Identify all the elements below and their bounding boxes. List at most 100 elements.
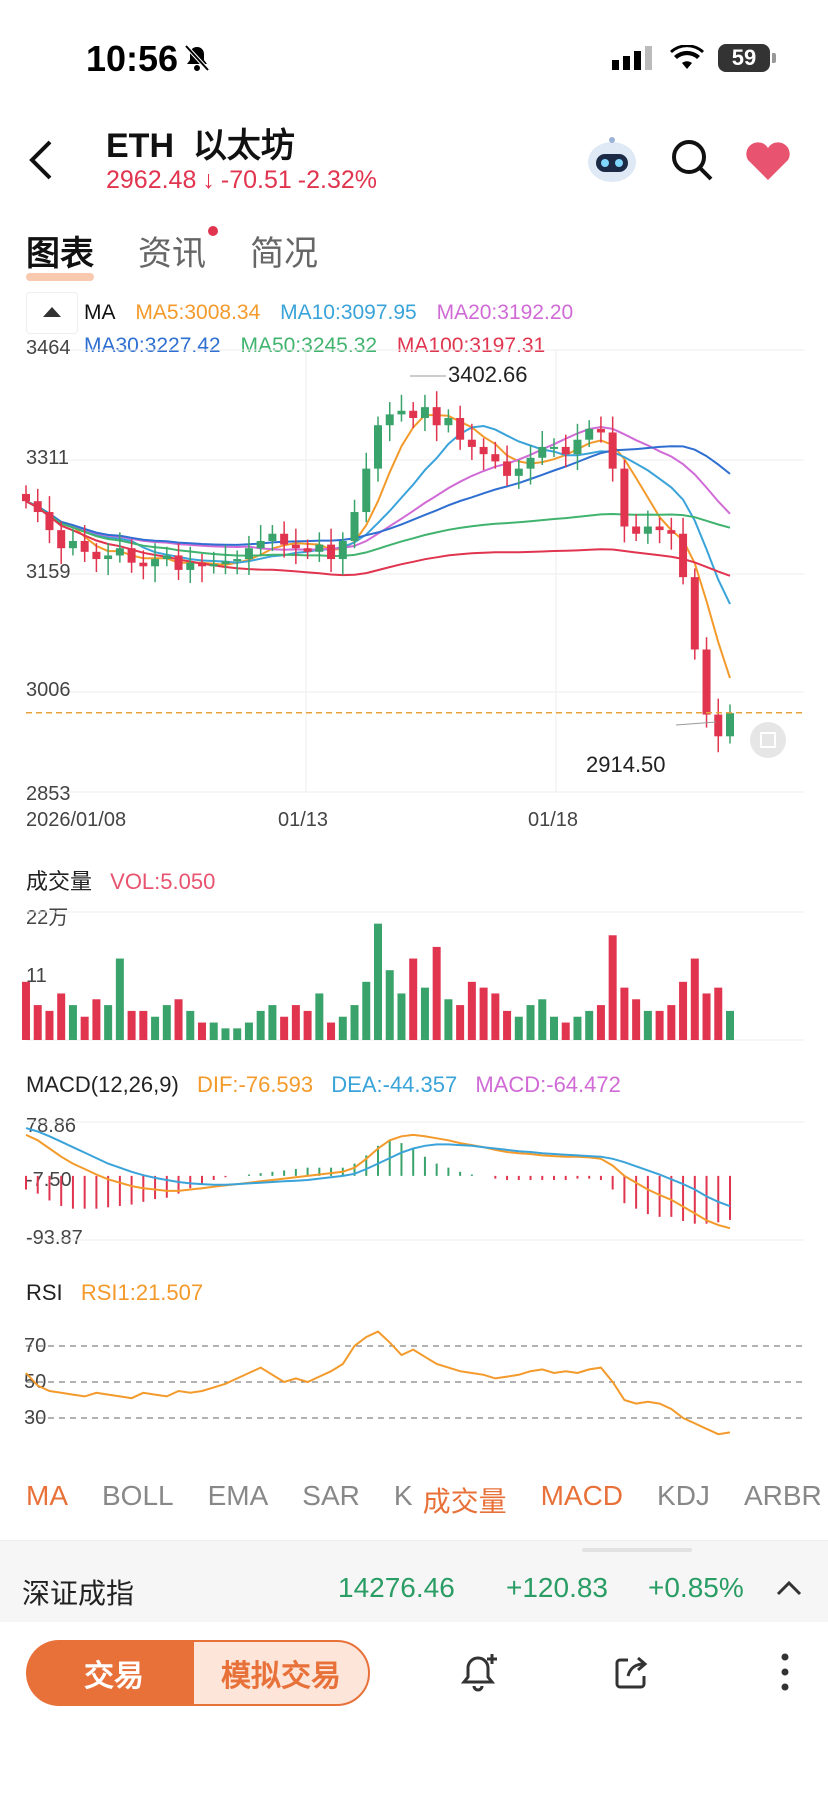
ma50-line — [25, 500, 731, 558]
candle-body — [726, 713, 734, 737]
index-ticker-bar[interactable] — [0, 1540, 828, 1637]
indicator-tab-macd[interactable]: MACD — [540, 1480, 624, 1511]
candle-body — [503, 461, 512, 476]
battery-icon: 59 — [718, 44, 776, 72]
volume-bar — [514, 1016, 523, 1040]
macd-y-bottom: -93.87 — [26, 1227, 83, 1249]
volume-y-top: 22万 — [26, 907, 68, 929]
volume-bar — [57, 993, 66, 1040]
candle-body — [467, 439, 476, 447]
fullscreen-button[interactable] — [750, 722, 786, 758]
rsi-level-30: 30 — [24, 1407, 46, 1429]
candle-body — [57, 530, 66, 549]
volume-bar — [127, 1010, 136, 1040]
volume-bar — [432, 946, 441, 1040]
candle-body — [702, 649, 711, 715]
volume-bar — [221, 1028, 230, 1040]
candle-body — [338, 540, 347, 560]
collapse-legend-button[interactable] — [26, 292, 78, 334]
back-icon[interactable] — [26, 138, 54, 187]
volume-bar — [338, 1016, 347, 1040]
volume-header: 成交量 VOL:5.050 — [26, 864, 215, 896]
candle-body — [432, 407, 441, 426]
volume-bar — [174, 999, 183, 1040]
candle-body — [186, 562, 195, 570]
volume-bar — [104, 1005, 113, 1040]
indicator-tab-kdj[interactable]: KDJ — [657, 1480, 710, 1511]
indicator-tab-sar[interactable]: SAR — [302, 1480, 360, 1511]
simulated-trade-button[interactable]: 模拟交易 — [192, 1640, 370, 1706]
volume-chart[interactable]: 22万 11 — [0, 900, 828, 1050]
macd-dif: DIF:-76.593 — [196, 1072, 314, 1097]
volume-bar — [374, 923, 382, 1040]
candle-body — [151, 559, 160, 567]
candle-body — [643, 526, 652, 534]
indicator-tab-k[interactable]: K — [393, 1480, 413, 1511]
indicator-tab-ema[interactable]: EMA — [207, 1480, 269, 1511]
macd-y-top: 78.86 — [26, 1115, 76, 1137]
chevron-up-icon[interactable] — [774, 1578, 804, 1603]
candle-body — [221, 561, 230, 565]
candle-body — [22, 493, 30, 502]
volume-title: 成交量 — [26, 869, 93, 894]
candle-body — [561, 446, 570, 455]
ma-legend: MA MA5:3008.34 MA10:3097.95 MA20:3192.20… — [84, 296, 587, 362]
ma-legend-title: MA — [84, 301, 116, 324]
index-value: 14276.46 — [338, 1572, 455, 1603]
candle-body — [620, 468, 629, 527]
trade-button[interactable]: 交易 — [26, 1640, 202, 1706]
volume-bar — [585, 1010, 594, 1040]
candle-body — [690, 577, 699, 650]
volume-bar — [655, 1010, 664, 1040]
volume-bar — [303, 1010, 312, 1040]
candle-body — [45, 512, 54, 531]
candle-body — [632, 526, 641, 534]
volume-bar — [139, 1010, 148, 1040]
low-price-label: 2914.50 — [586, 752, 666, 777]
volume-bar — [80, 1016, 89, 1040]
tab-chart[interactable]: 图表 — [26, 226, 94, 281]
macd-dif-line — [25, 1133, 731, 1230]
drag-handle[interactable] — [582, 1548, 692, 1552]
candle-body — [420, 407, 429, 418]
candle-body — [174, 555, 183, 570]
macd-title: MACD(12,26,9) — [26, 1072, 179, 1097]
more-options-icon[interactable] — [780, 1652, 790, 1697]
share-icon[interactable] — [614, 1654, 650, 1695]
volume-bar — [233, 1028, 242, 1040]
volume-bar — [151, 1016, 160, 1040]
volume-bar — [350, 1005, 359, 1040]
candle-body — [162, 555, 171, 560]
volume-y-mid: 11 — [26, 965, 47, 987]
high-price-label: 3402.66 — [448, 362, 528, 387]
rsi-chart[interactable]: 70 50 30 — [0, 1316, 828, 1456]
indicator-tab-volume[interactable]: 成交量 — [422, 1486, 507, 1517]
indicator-tab-arbr[interactable]: ARBR — [743, 1480, 822, 1511]
macd-chart[interactable]: 78.86 -7.50 -93.87 — [0, 1108, 828, 1258]
indicator-tab-ma[interactable]: MA — [26, 1480, 68, 1511]
favorite-heart-icon[interactable] — [744, 140, 792, 187]
volume-bar — [667, 1005, 676, 1040]
volume-bar — [315, 993, 324, 1040]
expand-icon — [760, 732, 776, 748]
robot-assistant-icon[interactable] — [584, 136, 640, 191]
candle-body — [608, 432, 617, 469]
volume-bar — [268, 1005, 277, 1040]
volume-bar — [467, 981, 476, 1040]
candle-body — [538, 446, 547, 458]
indicator-tabs: MA BOLL EMA SAR K 成交量 MACD KDJ ARBR — [26, 1480, 828, 1520]
down-arrow-icon: ↓ — [202, 166, 215, 194]
candle-body — [233, 559, 242, 562]
volume-bar — [620, 987, 629, 1040]
low-leader-line — [675, 721, 717, 726]
price-chart[interactable]: 3464 3311 3159 3006 2853 2026/01/08 01/1… — [0, 330, 828, 830]
volume-bar — [444, 999, 453, 1040]
tab-overview[interactable]: 简况 — [250, 235, 318, 273]
candle-body — [550, 446, 558, 449]
tab-news[interactable]: 资讯 — [138, 226, 218, 275]
price-alert-bell-icon[interactable] — [460, 1652, 500, 1699]
search-icon[interactable] — [670, 138, 714, 187]
indicator-tab-boll[interactable]: BOLL — [102, 1480, 174, 1511]
volume-bar — [186, 1010, 195, 1040]
volume-bar — [690, 958, 699, 1040]
